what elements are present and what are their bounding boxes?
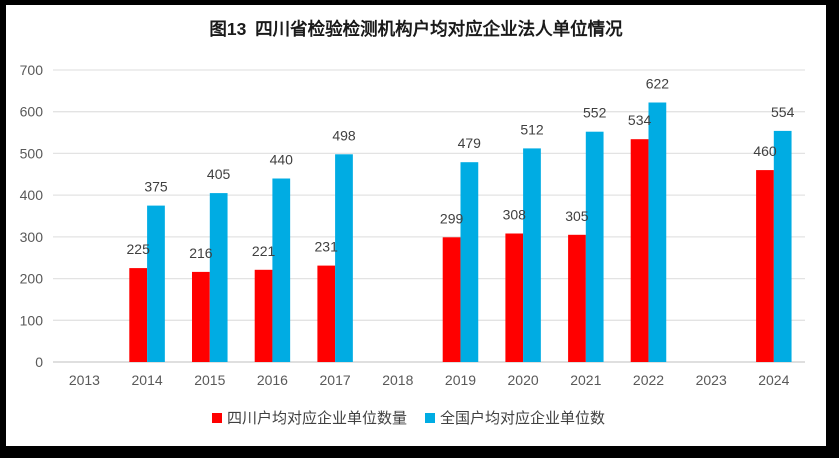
svg-text:400: 400 [20, 187, 44, 203]
svg-text:460: 460 [753, 143, 777, 159]
svg-text:300: 300 [20, 229, 44, 245]
svg-text:2013: 2013 [69, 372, 100, 388]
svg-text:479: 479 [458, 135, 482, 151]
svg-text:100: 100 [20, 312, 44, 328]
svg-text:221: 221 [252, 243, 276, 259]
svg-text:622: 622 [646, 76, 670, 92]
svg-text:2021: 2021 [570, 372, 601, 388]
svg-text:2023: 2023 [696, 372, 727, 388]
svg-text:500: 500 [20, 145, 44, 161]
svg-text:405: 405 [207, 166, 231, 182]
svg-text:全国户均对应企业单位数: 全国户均对应企业单位数 [440, 409, 605, 427]
svg-text:700: 700 [20, 62, 44, 78]
svg-text:2019: 2019 [445, 372, 476, 388]
svg-text:498: 498 [332, 127, 356, 143]
svg-text:四川户均对应企业单位数量: 四川户均对应企业单位数量 [227, 409, 407, 427]
svg-text:216: 216 [189, 245, 213, 261]
svg-text:0: 0 [35, 354, 43, 370]
svg-text:231: 231 [315, 239, 339, 255]
svg-text:200: 200 [20, 271, 44, 287]
svg-text:534: 534 [628, 112, 652, 128]
svg-text:305: 305 [565, 208, 589, 224]
svg-text:375: 375 [144, 179, 168, 195]
svg-text:512: 512 [520, 121, 544, 137]
svg-text:600: 600 [20, 104, 44, 120]
svg-text:308: 308 [503, 207, 527, 223]
svg-text:299: 299 [440, 210, 464, 226]
svg-text:2015: 2015 [194, 372, 225, 388]
svg-text:554: 554 [771, 104, 795, 120]
svg-text:2018: 2018 [382, 372, 413, 388]
svg-text:2016: 2016 [257, 372, 288, 388]
svg-text:2014: 2014 [132, 372, 163, 388]
svg-text:2020: 2020 [508, 372, 539, 388]
svg-text:552: 552 [583, 105, 607, 121]
svg-text:440: 440 [270, 152, 294, 168]
svg-text:2024: 2024 [758, 372, 789, 388]
svg-text:2017: 2017 [320, 372, 351, 388]
svg-text:2022: 2022 [633, 372, 664, 388]
svg-text:225: 225 [127, 241, 151, 257]
